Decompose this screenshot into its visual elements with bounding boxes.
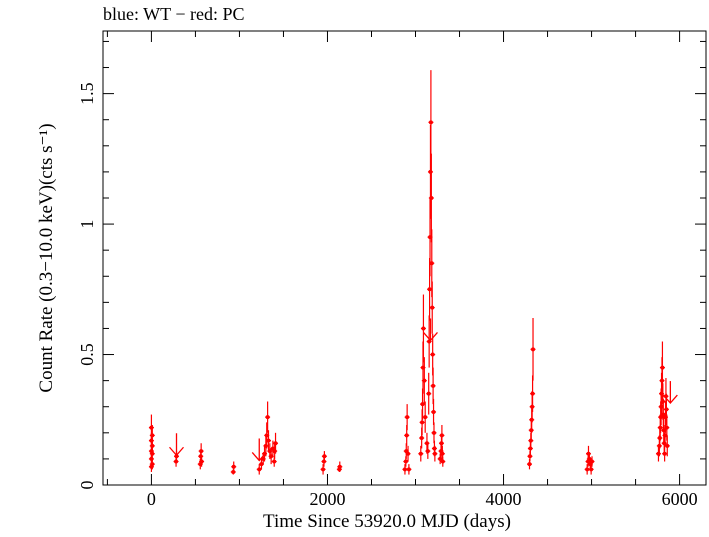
data-point [431, 409, 436, 414]
data-point [664, 425, 669, 430]
data-point [174, 454, 179, 459]
data-point [264, 433, 269, 438]
chart-title: blue: WT − red: PC [103, 4, 245, 24]
y-axis-label: Count Rate (0.3−10.0 keV)(cts s⁻¹) [36, 123, 57, 392]
data-point [423, 415, 428, 420]
data-point [427, 287, 432, 292]
y-tick-label: 0.5 [77, 343, 97, 366]
x-tick-label: 0 [147, 489, 156, 509]
data-point [269, 454, 274, 459]
data-point [432, 451, 437, 456]
data-point [406, 467, 411, 472]
data-point [420, 402, 425, 407]
data-point [430, 305, 435, 310]
x-tick-label: 4000 [486, 489, 522, 509]
data-point [419, 436, 424, 441]
data-point [429, 195, 434, 200]
upper-limit-arrow [422, 318, 438, 342]
y-tick-label: 1 [77, 220, 97, 229]
data-point [272, 459, 277, 464]
data-point [660, 365, 665, 370]
x-tick-label: 2000 [309, 489, 345, 509]
data-point [420, 420, 425, 425]
data-point [430, 352, 435, 357]
data-point [428, 120, 433, 125]
data-point [425, 449, 430, 454]
data-point [665, 443, 670, 448]
data-point [402, 467, 407, 472]
y-tick-label: 0 [77, 481, 97, 490]
plot-frame [102, 30, 707, 486]
data-point [273, 441, 278, 446]
data-point [531, 347, 536, 352]
data-point [662, 451, 667, 456]
data-point [590, 459, 595, 464]
data-point [661, 412, 666, 417]
data-point [421, 326, 426, 331]
data-point [265, 415, 270, 420]
data-point [431, 383, 436, 388]
data-point [585, 467, 590, 472]
data-point [440, 459, 445, 464]
data-point [664, 407, 669, 412]
data-point [199, 459, 204, 464]
data-point [527, 462, 532, 467]
data-point [439, 433, 444, 438]
upper-limit-head [251, 452, 267, 462]
y-tick-label: 1.5 [77, 82, 97, 105]
x-tick-label: 6000 [662, 489, 698, 509]
data-point [199, 449, 204, 454]
upper-limit-head [662, 394, 678, 405]
x-axis-label: Time Since 53920.0 MJD (days) [263, 511, 511, 532]
data-point [337, 464, 342, 469]
data-point [429, 261, 434, 266]
data-point [422, 378, 427, 383]
data-point [403, 459, 408, 464]
data-point [530, 391, 535, 396]
data-point [321, 467, 326, 472]
upper-limit-head [422, 332, 438, 342]
data-point [440, 451, 445, 456]
data-point [257, 467, 262, 472]
data-marks [148, 70, 678, 475]
data-point [231, 464, 236, 469]
upper-limit-arrow [169, 433, 184, 457]
data-point [418, 451, 423, 456]
data-point [589, 467, 594, 472]
data-point [150, 433, 155, 438]
data-point [405, 415, 410, 420]
upper-limit-head [169, 446, 184, 457]
data-point [322, 454, 327, 459]
data-point [266, 438, 271, 443]
data-point [404, 433, 409, 438]
upper-limit-arrow [251, 438, 267, 462]
data-point [426, 391, 431, 396]
data-point [259, 462, 264, 467]
data-point [406, 451, 411, 456]
data-point [150, 462, 155, 467]
data-point [431, 430, 436, 435]
data-point [663, 433, 668, 438]
upper-limit-arrow [662, 381, 678, 405]
axis-ticks: 0 2000 4000 6000 0 0.5 1 1.5 [77, 31, 706, 509]
